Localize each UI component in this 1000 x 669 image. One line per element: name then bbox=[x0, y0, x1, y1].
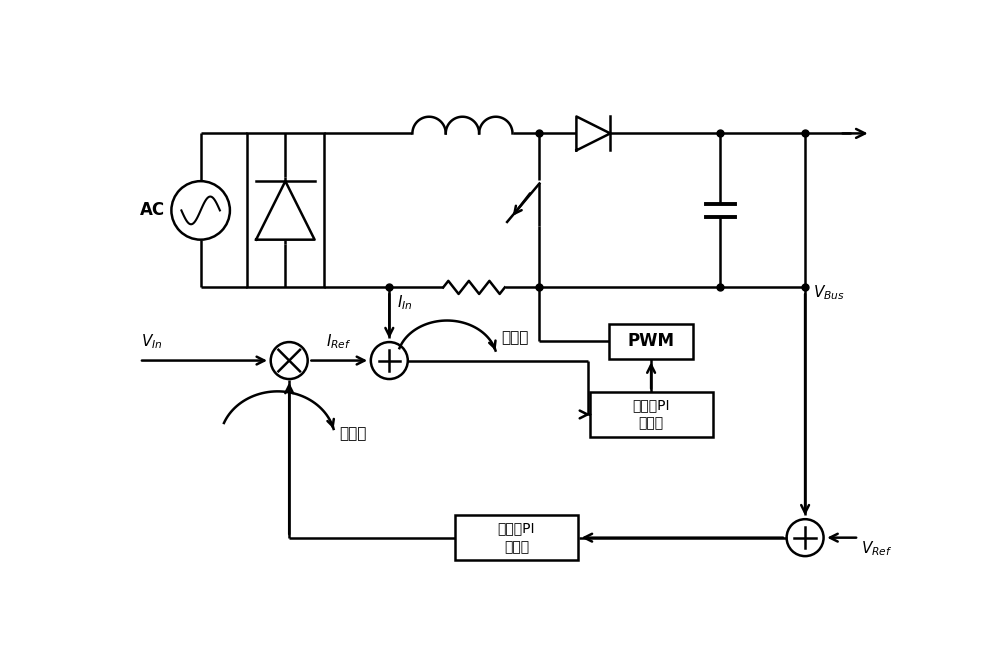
Text: PWM: PWM bbox=[628, 332, 675, 351]
Text: 电压环: 电压环 bbox=[339, 426, 367, 442]
Text: 电压环PI
调节器: 电压环PI 调节器 bbox=[498, 521, 535, 554]
FancyBboxPatch shape bbox=[247, 133, 324, 288]
Text: $V_{In}$: $V_{In}$ bbox=[141, 332, 163, 351]
FancyBboxPatch shape bbox=[455, 515, 578, 560]
Text: $I_{In}$: $I_{In}$ bbox=[397, 294, 413, 312]
Text: AC: AC bbox=[140, 201, 165, 219]
Text: 电流环PI
调节器: 电流环PI 调节器 bbox=[632, 398, 670, 431]
Text: 电流环: 电流环 bbox=[501, 330, 528, 345]
FancyBboxPatch shape bbox=[590, 392, 713, 437]
Text: $I_{Ref}$: $I_{Ref}$ bbox=[326, 332, 352, 351]
FancyBboxPatch shape bbox=[609, 324, 693, 359]
Text: $V_{Ref}$: $V_{Ref}$ bbox=[861, 539, 892, 558]
Text: $V_{Bus}$: $V_{Bus}$ bbox=[813, 284, 845, 302]
